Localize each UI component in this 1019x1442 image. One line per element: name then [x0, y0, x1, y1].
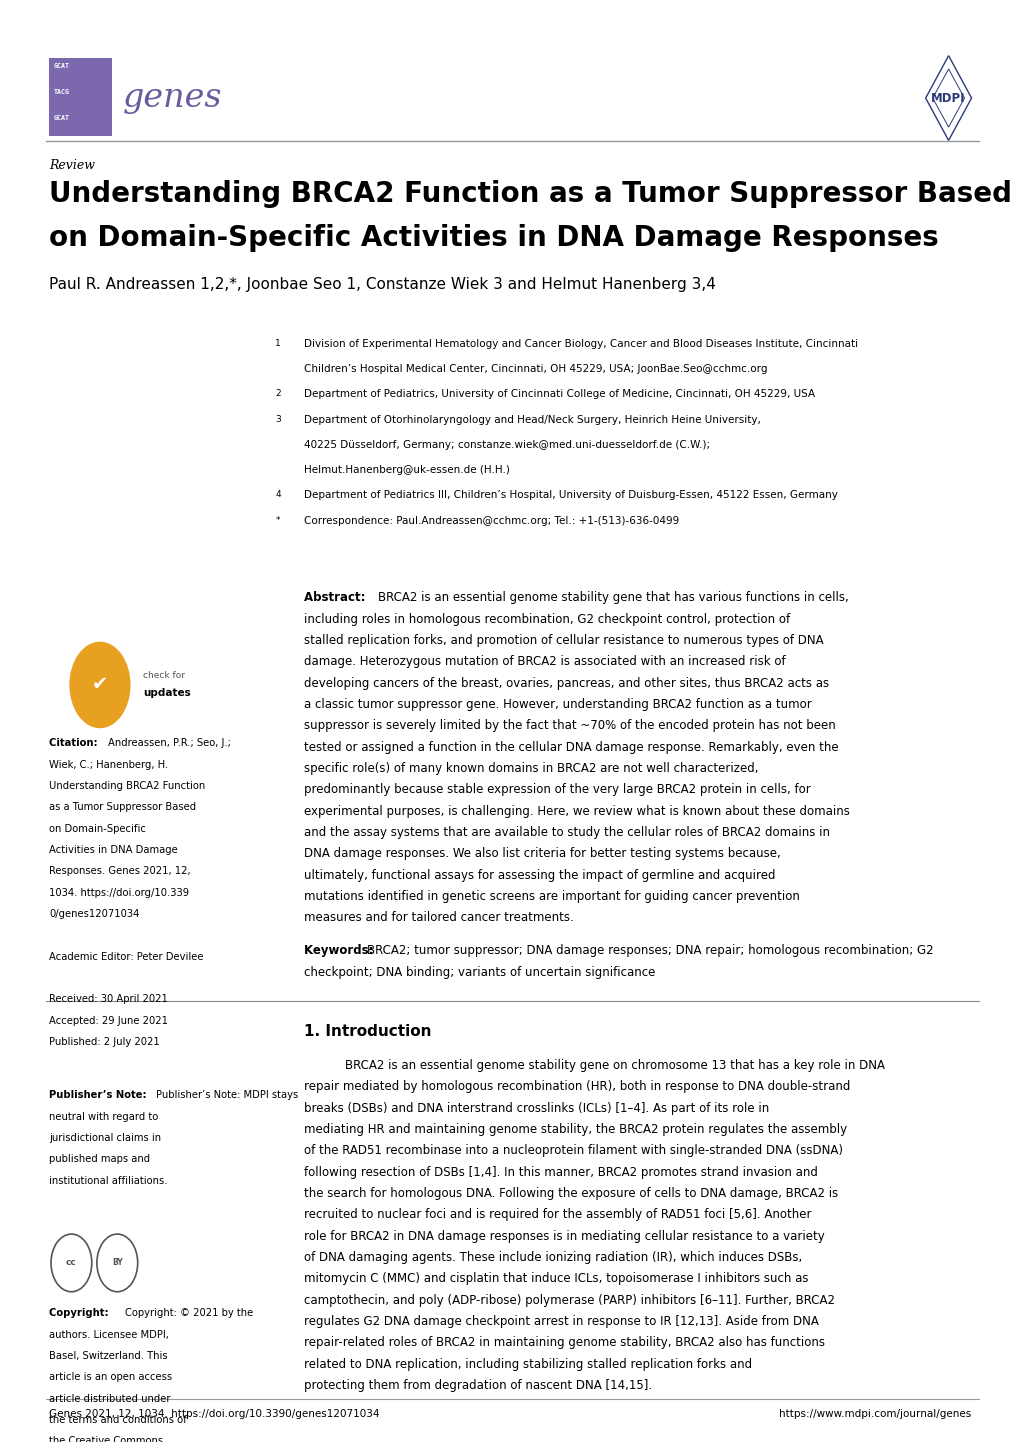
Text: specific role(s) of many known domains in BRCA2 are not well characterized,: specific role(s) of many known domains i…	[304, 761, 758, 774]
Text: related to DNA replication, including stabilizing stalled replication forks and: related to DNA replication, including st…	[304, 1358, 751, 1371]
Text: 1. Introduction: 1. Introduction	[304, 1024, 431, 1040]
Text: camptothecin, and poly (ADP-ribose) polymerase (PARP) inhibitors [6–11]. Further: camptothecin, and poly (ADP-ribose) poly…	[304, 1293, 835, 1306]
Text: 4: 4	[275, 490, 281, 499]
Text: Publisher’s Note: MDPI stays: Publisher’s Note: MDPI stays	[156, 1090, 298, 1100]
Text: BRCA2 is an essential genome stability gene on chromosome 13 that has a key role: BRCA2 is an essential genome stability g…	[344, 1058, 883, 1071]
Text: Citation:: Citation:	[49, 738, 101, 748]
Text: repair-related roles of BRCA2 in maintaining genome stability, BRCA2 also has fu: repair-related roles of BRCA2 in maintai…	[304, 1337, 824, 1350]
Text: on Domain-Specific Activities in DNA Damage Responses: on Domain-Specific Activities in DNA Dam…	[49, 224, 937, 251]
Text: 2: 2	[275, 389, 281, 398]
Text: 1: 1	[275, 339, 281, 348]
Text: following resection of DSBs [1,4]. In this manner, BRCA2 promotes strand invasio: following resection of DSBs [1,4]. In th…	[304, 1165, 817, 1178]
Text: of DNA damaging agents. These include ionizing radiation (IR), which induces DSB: of DNA damaging agents. These include io…	[304, 1252, 801, 1265]
Text: Published: 2 July 2021: Published: 2 July 2021	[49, 1037, 160, 1047]
Text: GCAT: GCAT	[54, 63, 70, 69]
Text: article distributed under: article distributed under	[49, 1393, 170, 1403]
Text: Department of Otorhinolaryngology and Head/Neck Surgery, Heinrich Heine Universi: Department of Otorhinolaryngology and He…	[304, 415, 760, 424]
Text: Responses. Genes 2021, 12,: Responses. Genes 2021, 12,	[49, 867, 191, 877]
Text: Department of Pediatrics III, Children’s Hospital, University of Duisburg-Essen,: Department of Pediatrics III, Children’s…	[304, 490, 837, 500]
Text: as a Tumor Suppressor Based: as a Tumor Suppressor Based	[49, 802, 196, 812]
Text: Basel, Switzerland. This: Basel, Switzerland. This	[49, 1351, 167, 1361]
Bar	[49, 58, 112, 136]
Text: ✔: ✔	[92, 675, 108, 695]
Text: checkpoint; DNA binding; variants of uncertain significance: checkpoint; DNA binding; variants of unc…	[304, 966, 654, 979]
Text: authors. Licensee MDPI,: authors. Licensee MDPI,	[49, 1330, 169, 1340]
Text: mitomycin C (MMC) and cisplatin that induce ICLs, topoisomerase I inhibitors suc: mitomycin C (MMC) and cisplatin that ind…	[304, 1272, 808, 1285]
Text: ultimately, functional assays for assessing the impact of germline and acquired: ultimately, functional assays for assess…	[304, 868, 774, 881]
Text: updates: updates	[143, 688, 191, 698]
Text: 1034. https://doi.org/10.339: 1034. https://doi.org/10.339	[49, 888, 189, 898]
Text: BY: BY	[112, 1259, 122, 1268]
Text: Children’s Hospital Medical Center, Cincinnati, OH 45229, USA; JoonBae.Seo@cchmc: Children’s Hospital Medical Center, Cinc…	[304, 363, 766, 373]
Text: the search for homologous DNA. Following the exposure of cells to DNA damage, BR: the search for homologous DNA. Following…	[304, 1187, 838, 1200]
Text: Copyright: © 2021 by the: Copyright: © 2021 by the	[125, 1308, 254, 1318]
Text: https://www.mdpi.com/journal/genes: https://www.mdpi.com/journal/genes	[779, 1409, 970, 1419]
Text: a classic tumor suppressor gene. However, understanding BRCA2 function as a tumo: a classic tumor suppressor gene. However…	[304, 698, 811, 711]
Text: Academic Editor: Peter Devilee: Academic Editor: Peter Devilee	[49, 952, 203, 962]
Text: cc: cc	[66, 1259, 76, 1268]
Text: the Creative Commons: the Creative Commons	[49, 1436, 163, 1442]
Circle shape	[51, 1234, 92, 1292]
Text: regulates G2 DNA damage checkpoint arrest in response to IR [12,13]. Aside from : regulates G2 DNA damage checkpoint arres…	[304, 1315, 818, 1328]
Text: protecting them from degradation of nascent DNA [14,15].: protecting them from degradation of nasc…	[304, 1379, 651, 1392]
Text: jurisdictional claims in: jurisdictional claims in	[49, 1133, 161, 1144]
Text: GCAT: GCAT	[54, 115, 70, 121]
Text: recruited to nuclear foci and is required for the assembly of RAD51 foci [5,6]. : recruited to nuclear foci and is require…	[304, 1208, 811, 1221]
Text: the terms and conditions of: the terms and conditions of	[49, 1415, 186, 1425]
Text: Understanding BRCA2 Function: Understanding BRCA2 Function	[49, 782, 205, 792]
Text: Paul R. Andreassen 1,2,*, Joonbae Seo 1, Constanze Wiek 3 and Helmut Hanenberg 3: Paul R. Andreassen 1,2,*, Joonbae Seo 1,…	[49, 277, 715, 291]
Text: mediating HR and maintaining genome stability, the BRCA2 protein regulates the a: mediating HR and maintaining genome stab…	[304, 1123, 846, 1136]
Text: Division of Experimental Hematology and Cancer Biology, Cancer and Blood Disease: Division of Experimental Hematology and …	[304, 339, 857, 349]
Text: published maps and: published maps and	[49, 1155, 150, 1165]
Circle shape	[97, 1234, 138, 1292]
Text: including roles in homologous recombination, G2 checkpoint control, protection o: including roles in homologous recombinat…	[304, 613, 790, 626]
Text: MDPI: MDPI	[930, 91, 965, 105]
Text: 40225 Düsseldorf, Germany; constanze.wiek@med.uni-duesseldorf.de (C.W.);: 40225 Düsseldorf, Germany; constanze.wie…	[304, 440, 709, 450]
Text: of the RAD51 recombinase into a nucleoprotein filament with single-stranded DNA : of the RAD51 recombinase into a nucleopr…	[304, 1145, 842, 1158]
Text: TACG: TACG	[54, 89, 70, 95]
Text: Wiek, C.; Hanenberg, H.: Wiek, C.; Hanenberg, H.	[49, 760, 168, 770]
Text: experimental purposes, is challenging. Here, we review what is known about these: experimental purposes, is challenging. H…	[304, 805, 849, 818]
Text: *: *	[275, 515, 279, 525]
Text: 0/genes12071034: 0/genes12071034	[49, 908, 140, 919]
Text: DNA damage responses. We also list criteria for better testing systems because,: DNA damage responses. We also list crite…	[304, 848, 780, 861]
Text: measures and for tailored cancer treatments.: measures and for tailored cancer treatme…	[304, 911, 573, 924]
Text: role for BRCA2 in DNA damage responses is in mediating cellular resistance to a : role for BRCA2 in DNA damage responses i…	[304, 1230, 824, 1243]
Text: article is an open access: article is an open access	[49, 1373, 172, 1383]
Text: check for: check for	[143, 671, 184, 679]
Text: Helmut.Hanenberg@uk-essen.de (H.H.): Helmut.Hanenberg@uk-essen.de (H.H.)	[304, 464, 510, 474]
Text: 3: 3	[275, 415, 281, 424]
Text: Department of Pediatrics, University of Cincinnati College of Medicine, Cincinna: Department of Pediatrics, University of …	[304, 389, 814, 399]
Text: Keywords:: Keywords:	[304, 945, 377, 957]
Text: predominantly because stable expression of the very large BRCA2 protein in cells: predominantly because stable expression …	[304, 783, 810, 796]
Text: Activities in DNA Damage: Activities in DNA Damage	[49, 845, 177, 855]
Text: damage. Heterozygous mutation of BRCA2 is associated with an increased risk of: damage. Heterozygous mutation of BRCA2 i…	[304, 655, 785, 668]
Text: institutional affiliations.: institutional affiliations.	[49, 1175, 167, 1185]
Text: BRCA2; tumor suppressor; DNA damage responses; DNA repair; homologous recombinat: BRCA2; tumor suppressor; DNA damage resp…	[367, 945, 933, 957]
Text: breaks (DSBs) and DNA interstrand crosslinks (ICLs) [1–4]. As part of its role i: breaks (DSBs) and DNA interstrand crossl…	[304, 1102, 768, 1115]
Text: Correspondence: Paul.Andreassen@cchmc.org; Tel.: +1-(513)-636-0499: Correspondence: Paul.Andreassen@cchmc.or…	[304, 515, 679, 525]
Text: Andreassen, P.R.; Seo, J.;: Andreassen, P.R.; Seo, J.;	[108, 738, 230, 748]
Text: Copyright:: Copyright:	[49, 1308, 112, 1318]
Text: tested or assigned a function in the cellular DNA damage response. Remarkably, e: tested or assigned a function in the cel…	[304, 741, 838, 754]
Text: genes: genes	[122, 82, 222, 114]
Text: Received: 30 April 2021: Received: 30 April 2021	[49, 995, 168, 1005]
Text: BRCA2 is an essential genome stability gene that has various functions in cells,: BRCA2 is an essential genome stability g…	[378, 591, 849, 604]
Text: Genes 2021, 12, 1034. https://doi.org/10.3390/genes12071034: Genes 2021, 12, 1034. https://doi.org/10…	[49, 1409, 379, 1419]
Text: Understanding BRCA2 Function as a Tumor Suppressor Based: Understanding BRCA2 Function as a Tumor …	[49, 180, 1011, 208]
Text: Publisher’s Note:: Publisher’s Note:	[49, 1090, 150, 1100]
Text: suppressor is severely limited by the fact that ~70% of the encoded protein has : suppressor is severely limited by the fa…	[304, 720, 835, 733]
Text: Abstract:: Abstract:	[304, 591, 369, 604]
Text: repair mediated by homologous recombination (HR), both in response to DNA double: repair mediated by homologous recombinat…	[304, 1080, 850, 1093]
Text: neutral with regard to: neutral with regard to	[49, 1112, 158, 1122]
Text: Review: Review	[49, 159, 95, 172]
Text: on Domain-Specific: on Domain-Specific	[49, 823, 146, 833]
Text: mutations identified in genetic screens are important for guiding cancer prevent: mutations identified in genetic screens …	[304, 890, 799, 903]
Circle shape	[69, 642, 130, 728]
Text: developing cancers of the breast, ovaries, pancreas, and other sites, thus BRCA2: developing cancers of the breast, ovarie…	[304, 676, 828, 689]
Text: Accepted: 29 June 2021: Accepted: 29 June 2021	[49, 1015, 168, 1025]
Text: and the assay systems that are available to study the cellular roles of BRCA2 do: and the assay systems that are available…	[304, 826, 829, 839]
Text: stalled replication forks, and promotion of cellular resistance to numerous type: stalled replication forks, and promotion…	[304, 634, 822, 647]
